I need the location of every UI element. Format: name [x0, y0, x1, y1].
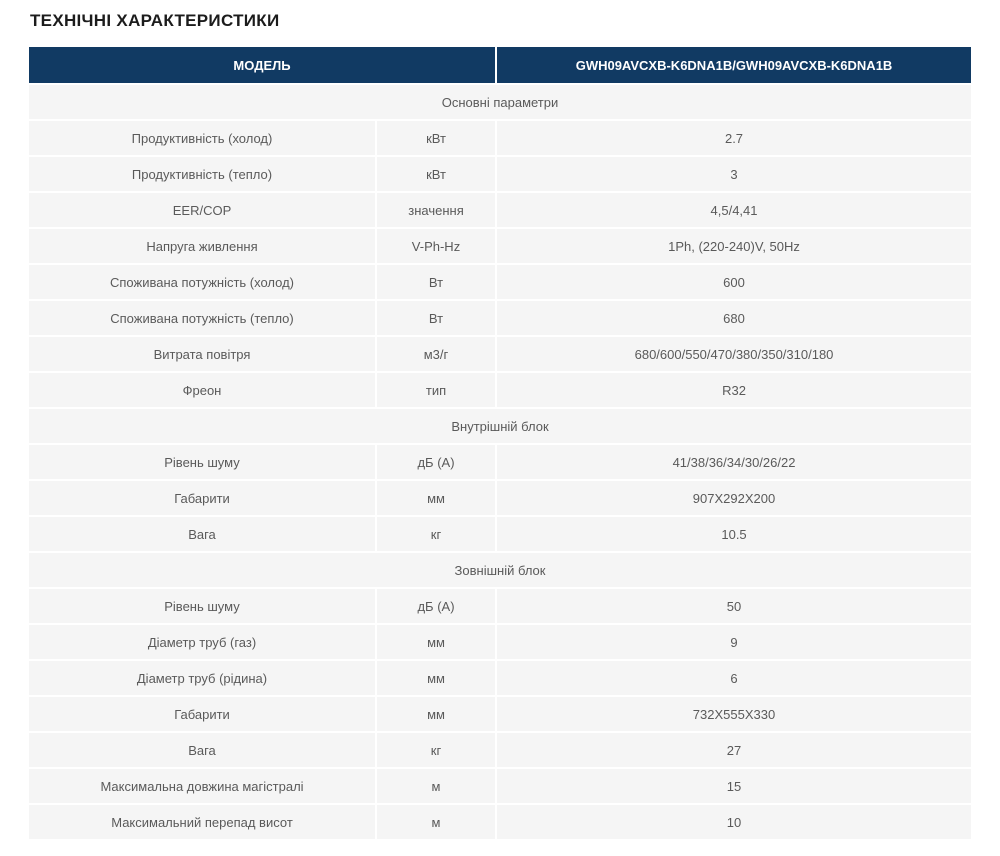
- spec-param: Максимальний перепад висот: [28, 804, 376, 840]
- spec-value: 2.7: [496, 120, 973, 156]
- spec-value: 907X292X200: [496, 480, 973, 516]
- spec-unit: дБ (А): [376, 588, 497, 624]
- table-row: Напруга живлення V-Ph-Hz 1Ph, (220-240)V…: [28, 228, 973, 264]
- spec-unit: м3/г: [376, 336, 497, 372]
- spec-unit: мм: [376, 624, 497, 660]
- spec-unit: м: [376, 804, 497, 840]
- model-header-value: GWH09AVCXB-K6DNA1B/GWH09AVCXB-K6DNA1B: [496, 46, 973, 84]
- table-row: Споживана потужність (тепло) Вт 680: [28, 300, 973, 336]
- table-row: Рівень шуму дБ (А) 41/38/36/34/30/26/22: [28, 444, 973, 480]
- spec-param: Рівень шуму: [28, 588, 376, 624]
- spec-param: Габарити: [28, 480, 376, 516]
- table-row: Габарити мм 732X555X330: [28, 696, 973, 732]
- spec-value: R32: [496, 372, 973, 408]
- spec-value: 680: [496, 300, 973, 336]
- spec-value: 6: [496, 660, 973, 696]
- table-row: Діаметр труб (рідина) мм 6: [28, 660, 973, 696]
- spec-unit: Вт: [376, 264, 497, 300]
- table-row: Продуктивність (тепло) кВт 3: [28, 156, 973, 192]
- section-row-main-params: Основні параметри: [28, 84, 973, 120]
- model-header-label: МОДЕЛЬ: [28, 46, 497, 84]
- spec-table: МОДЕЛЬ GWH09AVCXB-K6DNA1B/GWH09AVCXB-K6D…: [28, 46, 973, 840]
- spec-value: 27: [496, 732, 973, 768]
- spec-value: 732X555X330: [496, 696, 973, 732]
- table-row: Фреон тип R32: [28, 372, 973, 408]
- spec-unit: дБ (А): [376, 444, 497, 480]
- spec-param: Вага: [28, 732, 376, 768]
- table-header-row: МОДЕЛЬ GWH09AVCXB-K6DNA1B/GWH09AVCXB-K6D…: [28, 46, 973, 84]
- spec-value: 4,5/4,41: [496, 192, 973, 228]
- spec-param: Продуктивність (холод): [28, 120, 376, 156]
- spec-unit: кг: [376, 732, 497, 768]
- table-row: Витрата повітря м3/г 680/600/550/470/380…: [28, 336, 973, 372]
- spec-unit: м: [376, 768, 497, 804]
- section-row-indoor-unit: Внутрішній блок: [28, 408, 973, 444]
- section-row-outdoor-unit: Зовнішній блок: [28, 552, 973, 588]
- spec-unit: Вт: [376, 300, 497, 336]
- table-row: Габарити мм 907X292X200: [28, 480, 973, 516]
- spec-param: EER/COP: [28, 192, 376, 228]
- spec-param: Напруга живлення: [28, 228, 376, 264]
- spec-param: Рівень шуму: [28, 444, 376, 480]
- spec-value: 600: [496, 264, 973, 300]
- spec-param: Витрата повітря: [28, 336, 376, 372]
- spec-param: Максимальна довжина магістралі: [28, 768, 376, 804]
- spec-unit: кВт: [376, 156, 497, 192]
- spec-value: 9: [496, 624, 973, 660]
- spec-unit: мм: [376, 480, 497, 516]
- spec-param: Діаметр труб (газ): [28, 624, 376, 660]
- table-row: Продуктивність (холод) кВт 2.7: [28, 120, 973, 156]
- spec-unit: тип: [376, 372, 497, 408]
- spec-value: 50: [496, 588, 973, 624]
- spec-value: 10.5: [496, 516, 973, 552]
- spec-value: 10: [496, 804, 973, 840]
- spec-unit: V-Ph-Hz: [376, 228, 497, 264]
- spec-value: 1Ph, (220-240)V, 50Hz: [496, 228, 973, 264]
- section-title: Зовнішній блок: [28, 552, 973, 588]
- spec-value: 41/38/36/34/30/26/22: [496, 444, 973, 480]
- spec-unit: значення: [376, 192, 497, 228]
- spec-unit: кВт: [376, 120, 497, 156]
- spec-unit: мм: [376, 660, 497, 696]
- spec-value: 3: [496, 156, 973, 192]
- table-row: Максимальний перепад висот м 10: [28, 804, 973, 840]
- spec-param: Фреон: [28, 372, 376, 408]
- spec-unit: кг: [376, 516, 497, 552]
- table-row: Споживана потужність (холод) Вт 600: [28, 264, 973, 300]
- spec-param: Споживана потужність (холод): [28, 264, 376, 300]
- table-row: Рівень шуму дБ (А) 50: [28, 588, 973, 624]
- table-row: Діаметр труб (газ) мм 9: [28, 624, 973, 660]
- page-title: ТЕХНІЧНІ ХАРАКТЕРИСТИКИ: [30, 11, 280, 30]
- table-row: Вага кг 10.5: [28, 516, 973, 552]
- spec-param: Габарити: [28, 696, 376, 732]
- spec-value: 15: [496, 768, 973, 804]
- section-title: Основні параметри: [28, 84, 973, 120]
- spec-param: Споживана потужність (тепло): [28, 300, 376, 336]
- spec-param: Продуктивність (тепло): [28, 156, 376, 192]
- table-row: EER/COP значення 4,5/4,41: [28, 192, 973, 228]
- spec-unit: мм: [376, 696, 497, 732]
- table-row: Вага кг 27: [28, 732, 973, 768]
- spec-param: Діаметр труб (рідина): [28, 660, 376, 696]
- spec-param: Вага: [28, 516, 376, 552]
- section-title: Внутрішній блок: [28, 408, 973, 444]
- spec-value: 680/600/550/470/380/350/310/180: [496, 336, 973, 372]
- table-row: Максимальна довжина магістралі м 15: [28, 768, 973, 804]
